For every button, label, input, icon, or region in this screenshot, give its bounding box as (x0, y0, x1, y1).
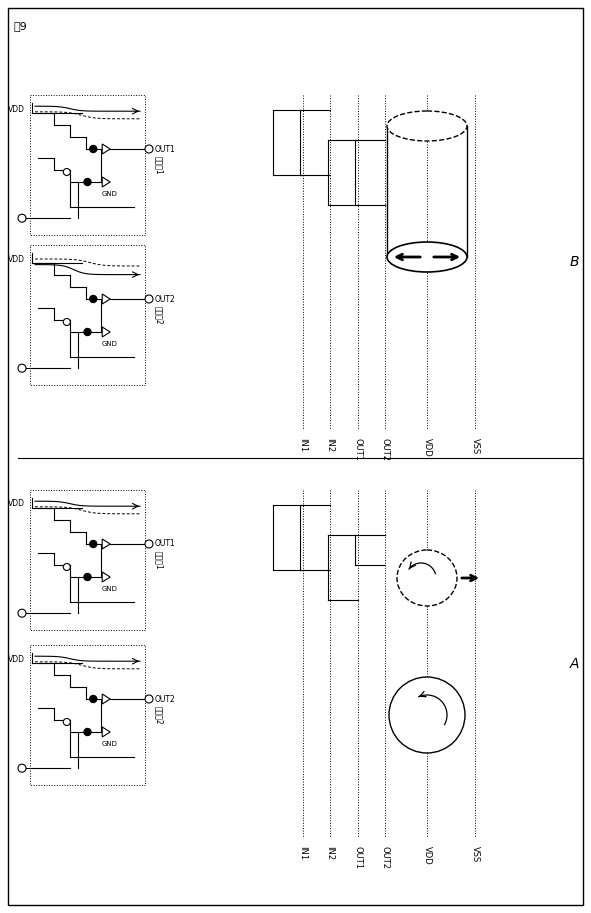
Circle shape (145, 695, 153, 703)
Text: VSS: VSS (470, 846, 479, 862)
Text: OUT1: OUT1 (155, 540, 176, 549)
Text: VDD: VDD (423, 846, 431, 865)
Bar (30, 645, 145, 785)
Circle shape (90, 296, 97, 302)
Text: OUT1: OUT1 (353, 438, 362, 461)
Text: IN1: IN1 (298, 438, 307, 452)
Circle shape (18, 764, 26, 772)
Text: VDD: VDD (8, 104, 25, 113)
Text: OUT2: OUT2 (155, 695, 176, 704)
Circle shape (84, 729, 91, 736)
Text: VDD: VDD (8, 255, 25, 264)
Text: VDD: VDD (423, 438, 431, 456)
Circle shape (63, 719, 70, 726)
Circle shape (84, 179, 91, 185)
Text: カラム1: カラム1 (154, 156, 164, 174)
Text: GND: GND (101, 191, 117, 197)
Circle shape (90, 696, 97, 702)
Text: OUT2: OUT2 (381, 846, 389, 869)
Text: IN2: IN2 (326, 846, 335, 860)
Text: カラム1: カラム1 (154, 551, 164, 570)
Bar (30, 95, 145, 235)
Polygon shape (102, 694, 110, 704)
Text: A: A (570, 657, 580, 671)
Circle shape (90, 145, 97, 152)
Ellipse shape (389, 677, 465, 753)
Bar (30, 490, 145, 630)
Circle shape (63, 563, 70, 571)
Polygon shape (102, 572, 110, 582)
Text: VDD: VDD (8, 499, 25, 509)
Text: OUT2: OUT2 (381, 438, 389, 461)
Circle shape (145, 295, 153, 303)
Text: B: B (570, 256, 580, 269)
Bar (30, 245, 145, 385)
Text: IN1: IN1 (298, 846, 307, 860)
Circle shape (90, 540, 97, 548)
Ellipse shape (387, 242, 467, 272)
Polygon shape (102, 539, 110, 549)
Text: OUT2: OUT2 (155, 295, 176, 303)
Circle shape (145, 540, 153, 548)
Text: カラム2: カラム2 (154, 706, 164, 724)
Circle shape (145, 145, 153, 153)
Circle shape (84, 573, 91, 581)
Circle shape (63, 169, 70, 175)
Ellipse shape (397, 550, 457, 606)
Circle shape (18, 364, 26, 373)
Circle shape (18, 609, 26, 617)
Text: VSS: VSS (470, 438, 479, 455)
Polygon shape (102, 144, 110, 154)
Ellipse shape (387, 111, 467, 141)
Polygon shape (102, 294, 110, 304)
Text: 図9: 図9 (14, 21, 28, 31)
Text: GND: GND (101, 740, 117, 747)
Polygon shape (102, 727, 110, 737)
Circle shape (63, 319, 70, 326)
Circle shape (18, 215, 26, 222)
Text: OUT1: OUT1 (353, 846, 362, 869)
Text: VDD: VDD (8, 655, 25, 664)
Text: IN2: IN2 (326, 438, 335, 452)
Text: GND: GND (101, 341, 117, 347)
Text: OUT1: OUT1 (155, 144, 176, 153)
Text: カラム2: カラム2 (154, 306, 164, 324)
Text: GND: GND (101, 586, 117, 592)
Polygon shape (102, 327, 110, 337)
Polygon shape (102, 177, 110, 187)
Circle shape (84, 329, 91, 335)
